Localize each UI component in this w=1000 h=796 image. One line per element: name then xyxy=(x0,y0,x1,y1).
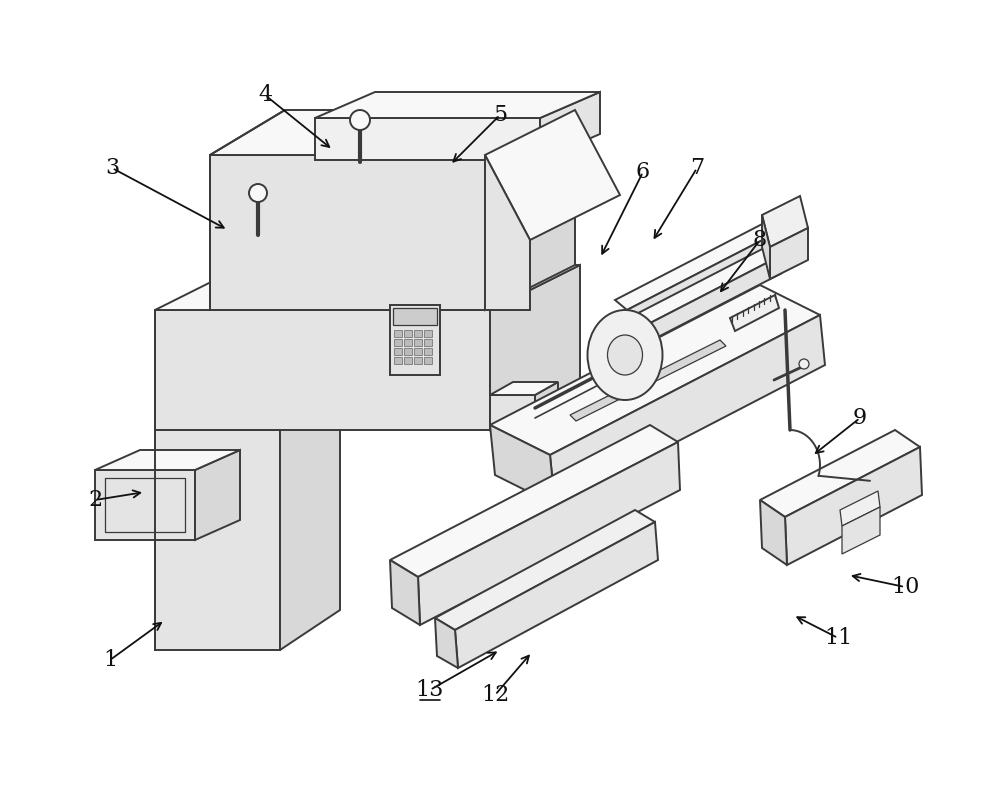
Polygon shape xyxy=(394,339,402,346)
Polygon shape xyxy=(627,230,782,328)
Polygon shape xyxy=(95,450,240,470)
Polygon shape xyxy=(404,348,412,355)
Polygon shape xyxy=(770,228,808,279)
Polygon shape xyxy=(655,328,672,362)
Text: 7: 7 xyxy=(690,157,704,179)
Polygon shape xyxy=(155,310,490,430)
Polygon shape xyxy=(785,447,922,565)
Circle shape xyxy=(249,184,267,202)
Polygon shape xyxy=(490,285,820,455)
Polygon shape xyxy=(424,357,432,364)
Polygon shape xyxy=(730,295,779,331)
Polygon shape xyxy=(393,308,437,325)
Polygon shape xyxy=(404,330,412,337)
Text: 5: 5 xyxy=(493,104,507,126)
Polygon shape xyxy=(490,425,555,505)
Text: 2: 2 xyxy=(88,489,102,511)
Polygon shape xyxy=(424,330,432,337)
Polygon shape xyxy=(390,305,440,375)
Polygon shape xyxy=(390,425,678,577)
Text: 10: 10 xyxy=(891,576,919,598)
Text: 13: 13 xyxy=(416,679,444,701)
Text: 11: 11 xyxy=(824,627,852,649)
Text: 6: 6 xyxy=(636,161,650,183)
Polygon shape xyxy=(315,92,600,118)
Polygon shape xyxy=(394,348,402,355)
Polygon shape xyxy=(540,92,600,160)
Polygon shape xyxy=(95,470,195,540)
Polygon shape xyxy=(535,382,558,425)
Polygon shape xyxy=(485,110,620,240)
Ellipse shape xyxy=(608,335,642,375)
Polygon shape xyxy=(435,510,655,630)
Polygon shape xyxy=(424,339,432,346)
Polygon shape xyxy=(280,390,340,650)
Polygon shape xyxy=(155,390,340,430)
Polygon shape xyxy=(195,450,240,540)
Polygon shape xyxy=(394,357,402,364)
Polygon shape xyxy=(627,255,782,353)
Text: 1: 1 xyxy=(103,649,117,671)
Polygon shape xyxy=(550,315,825,505)
Polygon shape xyxy=(424,348,432,355)
Polygon shape xyxy=(414,339,422,346)
Polygon shape xyxy=(762,215,770,279)
Text: 4: 4 xyxy=(258,84,272,106)
Ellipse shape xyxy=(588,310,662,400)
Polygon shape xyxy=(570,340,726,421)
Polygon shape xyxy=(490,382,558,395)
Polygon shape xyxy=(414,330,422,337)
Polygon shape xyxy=(615,220,782,310)
Polygon shape xyxy=(210,110,575,155)
Polygon shape xyxy=(435,618,458,668)
Text: 3: 3 xyxy=(105,157,119,179)
Polygon shape xyxy=(404,339,412,346)
Polygon shape xyxy=(155,430,280,650)
Polygon shape xyxy=(842,507,880,554)
Text: 8: 8 xyxy=(753,229,767,251)
Polygon shape xyxy=(490,395,535,425)
Polygon shape xyxy=(760,500,787,565)
Polygon shape xyxy=(155,265,580,310)
Text: 12: 12 xyxy=(481,684,509,706)
Polygon shape xyxy=(418,442,680,625)
Polygon shape xyxy=(390,560,420,625)
Polygon shape xyxy=(315,118,540,160)
Polygon shape xyxy=(455,522,658,668)
Polygon shape xyxy=(414,348,422,355)
Polygon shape xyxy=(485,110,575,310)
Polygon shape xyxy=(394,330,402,337)
Circle shape xyxy=(799,359,809,369)
Polygon shape xyxy=(762,196,808,247)
Polygon shape xyxy=(404,357,412,364)
Circle shape xyxy=(350,110,370,130)
Polygon shape xyxy=(210,155,485,310)
Text: 9: 9 xyxy=(853,407,867,429)
Polygon shape xyxy=(760,430,920,517)
Polygon shape xyxy=(490,265,580,430)
Polygon shape xyxy=(840,491,880,526)
Polygon shape xyxy=(485,155,530,310)
Polygon shape xyxy=(414,357,422,364)
Polygon shape xyxy=(615,245,782,335)
